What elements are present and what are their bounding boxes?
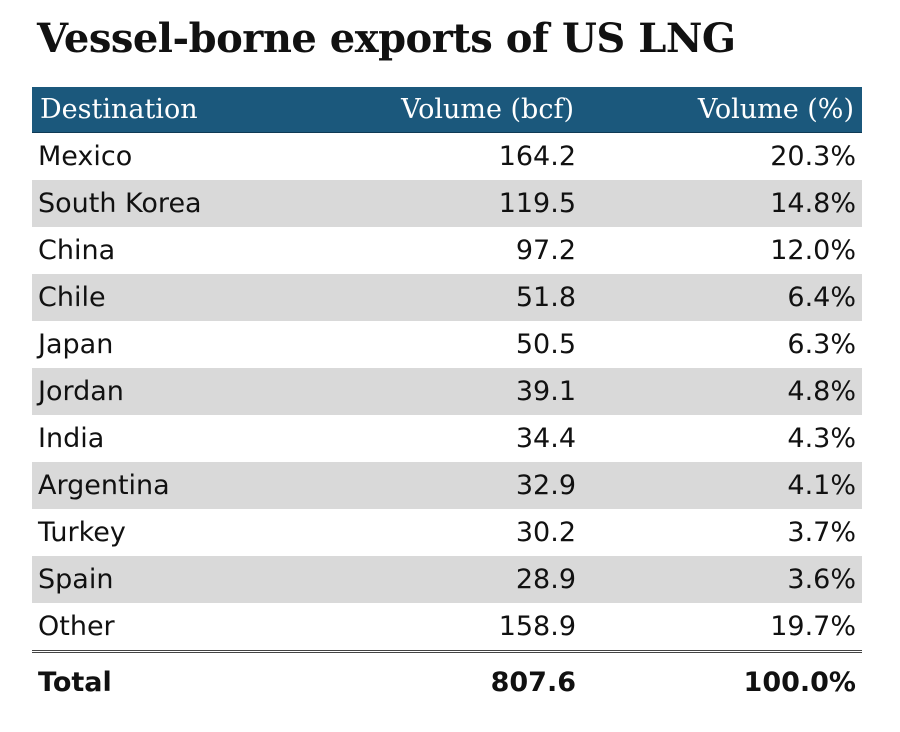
table-row: Other 158.9 19.7% [32,603,862,652]
destination-cell: China [38,235,116,266]
volume-bcf-cell: 51.8 [312,274,582,321]
total-row: Total 807.6 100.0% [32,650,862,707]
table-row: Mexico 164.2 20.3% [32,133,862,181]
total-label: Total [32,650,312,707]
total-volume-pct: 100.0% [582,650,862,707]
volume-pct-cell: 4.8% [582,368,862,415]
table-row: China 97.2 12.0% [32,227,862,274]
volume-pct-cell: 3.6% [582,556,862,603]
volume-pct-cell: 4.3% [787,423,856,454]
table-row: Argentina 32.9 4.1% [32,462,862,509]
volume-bcf-cell: 97.2 [515,235,576,266]
lng-exports-table: Destination Volume (bcf) Volume (%) Mexi… [32,87,862,707]
destination-cell: Mexico [38,141,133,172]
volume-pct-cell: 12.0% [770,235,856,266]
column-header-volume-bcf: Volume (bcf) [312,87,582,133]
volume-bcf-cell: 158.9 [498,611,576,642]
column-header-volume-pct: Volume (%) [582,87,862,133]
volume-pct-cell: 20.3% [770,141,856,172]
table-row: Chile 51.8 6.4% [32,274,862,321]
volume-pct-cell: 6.4% [582,274,862,321]
volume-pct-cell: 6.3% [787,329,856,360]
table-row: Spain 28.9 3.6% [32,556,862,603]
destination-cell: India [38,423,105,454]
volume-bcf-cell: 32.9 [312,462,582,509]
column-header-destination: Destination [32,87,312,133]
destination-cell: Chile [32,274,312,321]
destination-cell: South Korea [32,180,312,227]
table-title: Vessel-borne exports of US LNG [37,15,736,62]
table-row: India 34.4 4.3% [32,415,862,462]
volume-bcf-cell: 30.2 [515,517,576,548]
volume-pct-cell: 19.7% [770,611,856,642]
header-row: Destination Volume (bcf) Volume (%) [32,87,862,133]
destination-cell: Jordan [32,368,312,415]
volume-bcf-cell: 164.2 [498,141,576,172]
volume-bcf-cell: 50.5 [515,329,576,360]
volume-pct-cell: 3.7% [787,517,856,548]
volume-bcf-cell: 34.4 [515,423,576,454]
total-volume-bcf: 807.6 [312,650,582,707]
volume-pct-cell: 14.8% [582,180,862,227]
volume-bcf-cell: 119.5 [312,180,582,227]
destination-cell: Argentina [32,462,312,509]
destination-cell: Spain [32,556,312,603]
table-row: Jordan 39.1 4.8% [32,368,862,415]
volume-pct-cell: 4.1% [582,462,862,509]
table-row: Japan 50.5 6.3% [32,321,862,368]
destination-cell: Turkey [38,517,126,548]
table-row: South Korea 119.5 14.8% [32,180,862,227]
table-row: Turkey 30.2 3.7% [32,509,862,556]
destination-cell: Japan [38,329,114,360]
volume-bcf-cell: 28.9 [312,556,582,603]
destination-cell: Other [38,611,115,642]
volume-bcf-cell: 39.1 [312,368,582,415]
